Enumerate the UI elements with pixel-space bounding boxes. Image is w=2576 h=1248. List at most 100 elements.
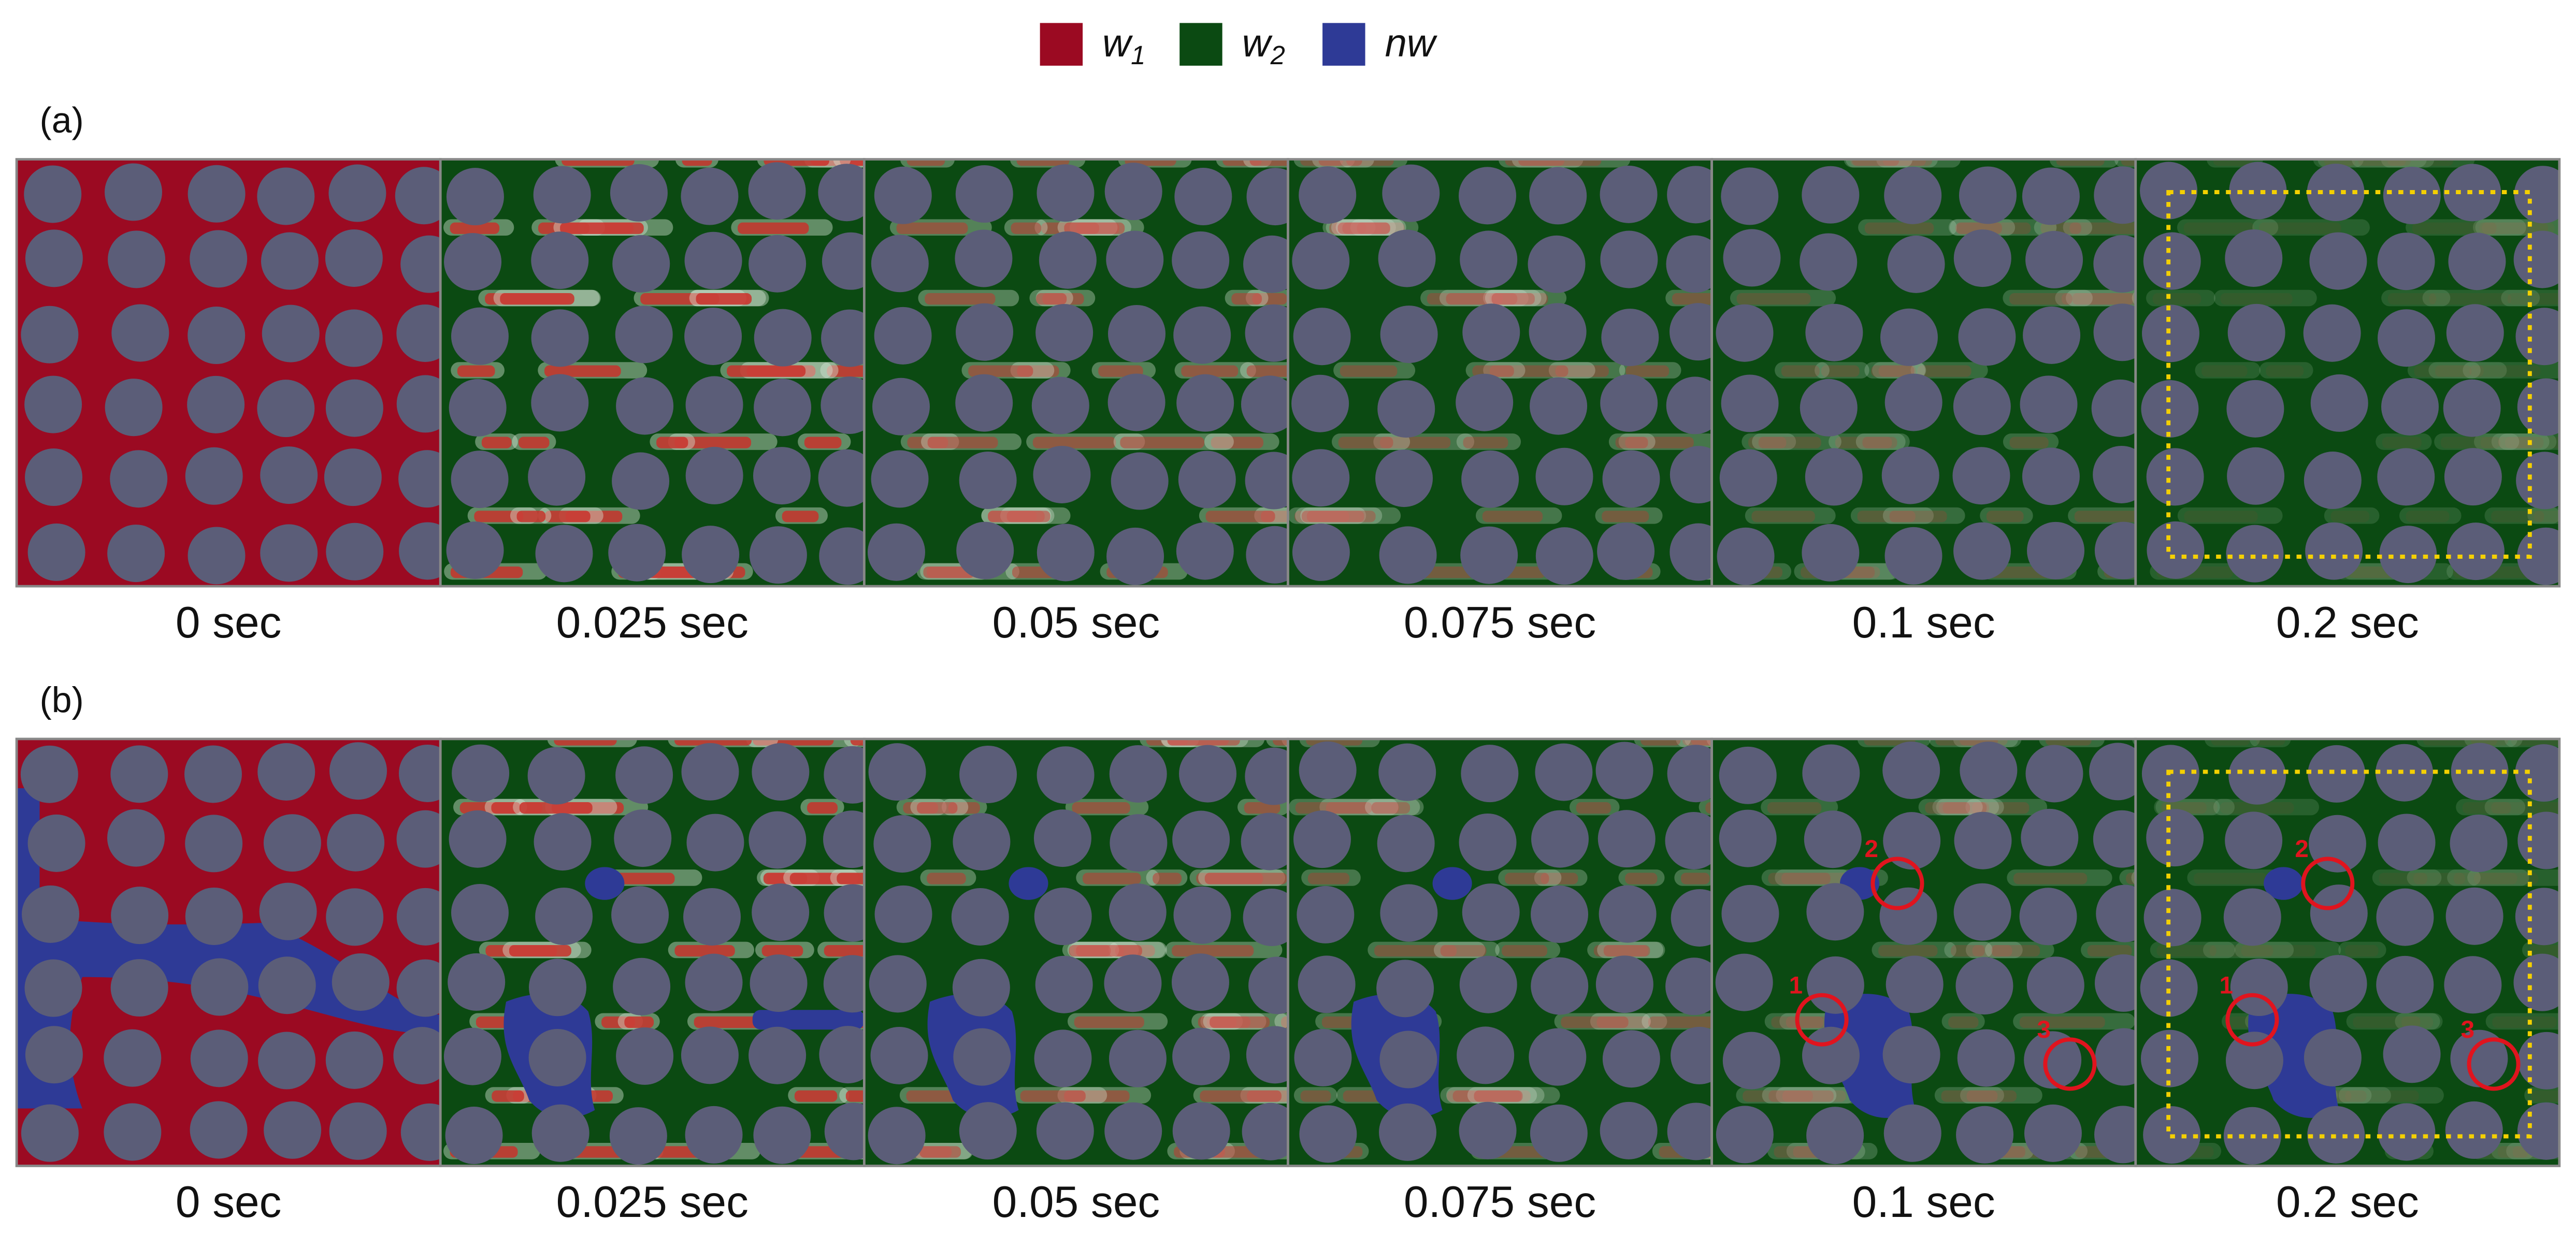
- obstacle: [1671, 889, 1712, 947]
- obstacle: [398, 450, 441, 508]
- obstacle: [25, 1026, 83, 1084]
- snapshot: [1288, 738, 1712, 1166]
- blob: [585, 867, 625, 900]
- streak: [1326, 802, 1399, 814]
- obstacle: [111, 304, 169, 362]
- obstacle: [2147, 521, 2205, 579]
- streak: [1942, 802, 1987, 814]
- streak: [2324, 159, 2406, 166]
- legend-swatch: [1179, 23, 1222, 66]
- obstacle: [2448, 233, 2506, 291]
- streak: [1684, 738, 1712, 747]
- obstacle: [2021, 808, 2079, 866]
- streak: [1960, 1087, 2004, 1104]
- obstacle: [531, 1104, 589, 1162]
- obstacle: [1172, 1102, 1230, 1160]
- streak: [1205, 511, 1275, 523]
- streak: [1452, 1090, 1522, 1102]
- obstacle: [1035, 304, 1093, 362]
- obstacle: [823, 955, 865, 1013]
- obstacle: [262, 304, 320, 362]
- obstacle: [2383, 1025, 2441, 1083]
- streak: [988, 511, 1050, 523]
- obstacle: [1243, 889, 1288, 947]
- obstacle: [2227, 303, 2285, 361]
- obstacle: [1955, 957, 2013, 1015]
- streak: [1835, 437, 1892, 448]
- streak: [1676, 738, 1712, 747]
- legend-text: nw: [1385, 21, 1438, 65]
- obstacle: [110, 450, 168, 508]
- obstacle: [1884, 527, 1942, 585]
- obstacle: [2026, 956, 2084, 1014]
- blob: [2248, 994, 2339, 1118]
- streak: [2152, 293, 2201, 305]
- streak: [1618, 869, 1665, 886]
- streak: [1281, 1016, 1288, 1028]
- obstacle: [2383, 166, 2441, 224]
- snapshot: [1288, 159, 1712, 587]
- obstacle: [754, 309, 812, 367]
- streak: [1991, 945, 2040, 957]
- streak: [2156, 945, 2217, 957]
- time-label: 0 sec: [176, 1177, 282, 1227]
- streak: [1172, 945, 1254, 957]
- obstacle: [818, 164, 865, 222]
- obstacle: [754, 379, 812, 437]
- obstacle: [324, 448, 382, 506]
- obstacle: [824, 884, 865, 942]
- streak: [2416, 738, 2523, 747]
- obstacle: [1602, 1030, 1660, 1088]
- obstacle: [2304, 1029, 2362, 1087]
- obstacle: [1172, 231, 1230, 289]
- streak: [2345, 1090, 2419, 1102]
- streak: [1587, 941, 1665, 959]
- obstacle: [1460, 526, 1518, 584]
- obstacle: [1380, 884, 1438, 942]
- obstacle: [1377, 380, 1435, 438]
- obstacle: [616, 377, 674, 435]
- streak: [1489, 293, 1548, 305]
- streak: [1476, 507, 1562, 524]
- streak: [1548, 362, 1625, 379]
- obstacle: [1110, 814, 1168, 872]
- legend-swatch: [1322, 23, 1365, 66]
- streak: [2462, 802, 2511, 814]
- streak: [2338, 941, 2386, 959]
- obstacle: [531, 231, 589, 289]
- obstacle: [819, 527, 865, 585]
- obstacle: [2447, 523, 2505, 581]
- obstacle: [1459, 167, 1517, 225]
- streak: [1373, 433, 1475, 450]
- streak: [1440, 1087, 1560, 1104]
- streak: [2429, 293, 2511, 305]
- obstacle: [1953, 229, 2011, 287]
- streak: [2009, 293, 2073, 305]
- streak: [1768, 1090, 1834, 1102]
- streak: [925, 293, 996, 305]
- obstacle: [2517, 811, 2559, 869]
- streak: [674, 945, 735, 957]
- streak: [1779, 1013, 1833, 1030]
- streak: [1862, 437, 1897, 448]
- legend-swatch: [1040, 23, 1083, 66]
- obstacle: [1246, 526, 1288, 584]
- streak: [1682, 738, 1712, 746]
- streak: [1948, 1016, 1979, 1028]
- streak: [2482, 222, 2555, 234]
- obstacle: [1722, 1032, 1780, 1090]
- obstacle: [2308, 745, 2366, 803]
- obstacle: [1802, 524, 1860, 582]
- streak: [694, 1016, 770, 1028]
- obstacle: [871, 450, 929, 508]
- obstacle: [955, 229, 1013, 287]
- streak: [2013, 1013, 2135, 1030]
- marker-circle: [2225, 993, 2279, 1047]
- obstacle: [953, 812, 1011, 870]
- obstacle: [1462, 883, 1520, 941]
- streak: [1761, 799, 1838, 816]
- streak: [2209, 945, 2273, 957]
- obstacle: [107, 809, 165, 867]
- obstacle: [1461, 450, 1519, 508]
- obstacle: [257, 167, 315, 225]
